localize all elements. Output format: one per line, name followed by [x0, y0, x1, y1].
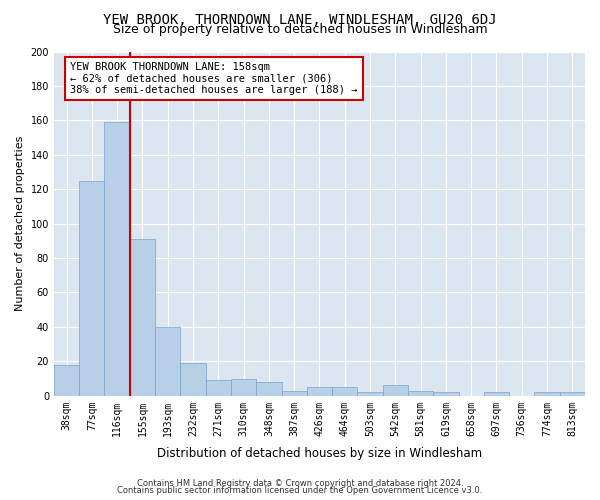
Bar	[130, 239, 155, 396]
Text: YEW BROOK THORNDOWN LANE: 158sqm
← 62% of detached houses are smaller (306)
38% : YEW BROOK THORNDOWN LANE: 158sqm ← 62% o…	[70, 62, 358, 95]
Text: Contains HM Land Registry data © Crown copyright and database right 2024.: Contains HM Land Registry data © Crown c…	[137, 478, 463, 488]
Bar	[383, 386, 408, 396]
Bar	[104, 122, 130, 396]
Bar	[560, 392, 585, 396]
Text: Contains public sector information licensed under the Open Government Licence v3: Contains public sector information licen…	[118, 486, 482, 495]
Bar	[206, 380, 231, 396]
Bar	[155, 327, 181, 396]
Bar	[535, 392, 560, 396]
Bar	[79, 180, 104, 396]
Text: Size of property relative to detached houses in Windlesham: Size of property relative to detached ho…	[113, 22, 487, 36]
Bar	[54, 365, 79, 396]
Bar	[332, 387, 358, 396]
Text: YEW BROOK, THORNDOWN LANE, WINDLESHAM, GU20 6DJ: YEW BROOK, THORNDOWN LANE, WINDLESHAM, G…	[103, 12, 497, 26]
Bar	[231, 378, 256, 396]
Bar	[307, 387, 332, 396]
Bar	[181, 363, 206, 396]
Y-axis label: Number of detached properties: Number of detached properties	[15, 136, 25, 312]
Bar	[484, 392, 509, 396]
Bar	[358, 392, 383, 396]
Bar	[408, 390, 433, 396]
Bar	[281, 390, 307, 396]
X-axis label: Distribution of detached houses by size in Windlesham: Distribution of detached houses by size …	[157, 447, 482, 460]
Bar	[256, 382, 281, 396]
Bar	[433, 392, 458, 396]
